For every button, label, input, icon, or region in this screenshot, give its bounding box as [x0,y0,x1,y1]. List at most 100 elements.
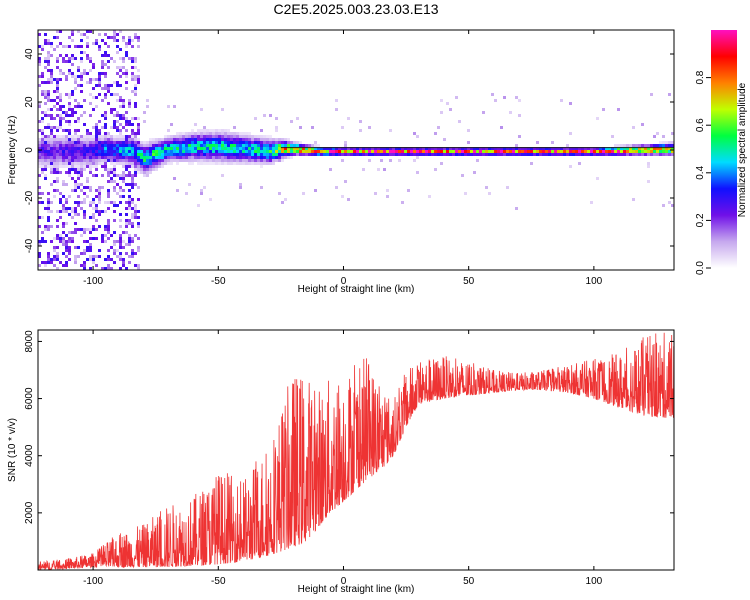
spectrogram-cell [56,255,59,258]
spectrogram-cell [578,147,581,150]
spectrogram-cell [197,147,200,150]
spectrogram-cell [98,162,101,165]
spectrogram-cell [473,171,476,174]
spectrogram-cell [50,240,53,243]
spectrogram-cell [263,144,266,147]
spectrogram-cell [458,150,461,153]
spectrogram-cell [143,171,146,174]
spectrogram-cell [56,159,59,162]
spectrogram-cell [50,147,53,150]
spectrogram-cell [56,258,59,261]
spectrogram-cell [566,144,569,147]
spectrogram-cell [65,198,68,201]
spectrogram-cell [200,141,203,144]
spectrogram-cell [92,228,95,231]
spectrogram-cell [107,87,110,90]
spectrogram-cell [647,162,650,165]
spectrogram-cell [68,93,71,96]
spectrogram-cell [152,165,155,168]
spectrogram-cell [116,192,119,195]
spectrogram-cell [206,153,209,156]
spectrogram-cell [74,159,77,162]
spectrogram-cell [50,78,53,81]
spectrogram-cell [68,258,71,261]
spectrogram-cell [251,135,254,138]
spectrogram-cell [188,156,191,159]
spectrogram-cell [119,150,122,153]
spectrogram-cell [83,144,86,147]
spectrogram-cell [176,162,179,165]
spectrogram-cell [260,165,263,168]
spectrogram-cell [212,147,215,150]
spectrogram-cell [434,150,437,153]
spectrogram-cell [665,144,668,147]
spectrogram-cell [131,198,134,201]
spectrogram-cell [581,147,584,150]
spectrogram-cell [116,129,119,132]
spectrogram-cell [188,162,191,165]
spectrogram-cell [101,240,104,243]
spectrogram-cell [278,138,281,141]
spectrogram-cell [65,249,68,252]
spectrogram-cell [161,159,164,162]
spectrogram-cell [170,156,173,159]
spectrogram-cell [215,144,218,147]
spectrogram-cell [89,159,92,162]
spectrogram-cell [71,153,74,156]
spectrogram-cell [236,153,239,156]
spectrogram-cell [98,81,101,84]
spectrogram-cell [110,36,113,39]
spectrogram-cell [167,150,170,153]
spectrogram-cell [254,135,257,138]
spectrogram-cell [659,144,662,147]
spectrogram-cell [551,150,554,153]
spectrogram-cell [164,150,167,153]
spectrogram-cell [74,120,77,123]
spectrogram-cell [125,201,128,204]
spectrogram-cell [41,120,44,123]
spectrogram-x-ticks: -100 -50 0 50 100 [83,30,603,287]
spectrogram-cell [134,75,137,78]
spectrogram-cell [215,156,218,159]
spectrogram-cell [212,138,215,141]
spectrogram-cell [239,183,242,186]
spectrogram-cell [335,153,338,156]
spectrogram-cell [470,153,473,156]
spectrogram-cell [617,144,620,147]
colorbar-tick-label: 0.2 [695,213,706,227]
spectrogram-cell [143,168,146,171]
spectrogram-cell [245,159,248,162]
spectrogram-cell [125,243,128,246]
spectrogram-cell [128,183,131,186]
spectrogram-cell [56,180,59,183]
spectrogram-cell [107,141,110,144]
spectrogram-cell [134,216,137,219]
spectrogram-cell [146,156,149,159]
spectrogram-cell [164,159,167,162]
spectrogram-cell [224,162,227,165]
spectrogram-cell [104,84,107,87]
spectrogram-cell [560,153,563,156]
spectrogram-cell [254,153,257,156]
spectrogram-cell [131,240,134,243]
spectrogram-y-label: Frequency (Hz) [7,116,18,185]
spectrogram-cell [62,150,65,153]
spectrogram-cell [134,165,137,168]
spectrogram-cell [362,147,365,150]
spectrogram-cell [212,135,215,138]
spectrogram-cell [38,75,41,78]
spectrogram-cell [170,123,173,126]
spectrogram-cell [119,96,122,99]
spectrogram-cell [44,96,47,99]
spectrogram-cell [113,39,116,42]
spectrogram-cell [68,213,71,216]
spectrogram-cell [326,153,329,156]
spectrogram-cell [494,153,497,156]
spectrogram-cell [476,153,479,156]
spectrogram-cell [56,45,59,48]
spectrogram-cell [356,153,359,156]
spectrogram-cell [38,105,41,108]
spectrogram-cell [227,150,230,153]
spectrogram-cell [137,126,140,129]
spectrogram-cell [569,147,572,150]
